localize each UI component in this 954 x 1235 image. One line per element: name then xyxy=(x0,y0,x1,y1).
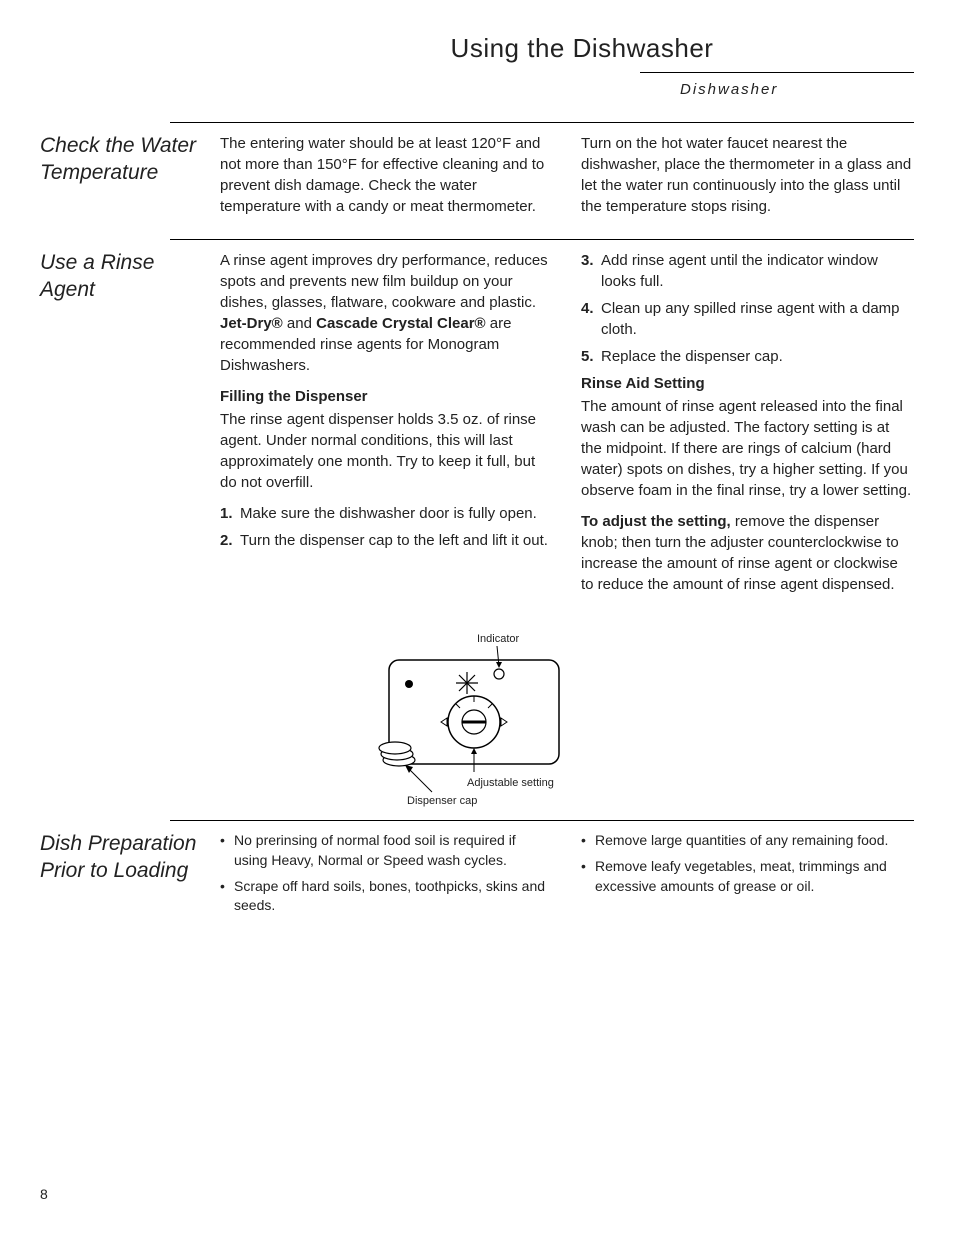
dispenser-diagram: Indicator Adjustable setting Dispenser c… xyxy=(40,632,914,812)
section-heading: Use a Rinse Agent xyxy=(40,250,220,605)
bold-text: To adjust the setting, xyxy=(581,513,731,530)
col-right: 3.Add rinse agent until the indicator wi… xyxy=(581,250,914,605)
section-water-temp: Check the Water Temperature The entering… xyxy=(40,133,914,239)
section-divider xyxy=(170,820,914,821)
list-item: 3.Add rinse agent until the indicator wi… xyxy=(581,250,914,292)
list-item: 1.Make sure the dishwasher door is fully… xyxy=(220,503,553,524)
section-heading: Check the Water Temperature xyxy=(40,133,220,227)
col-right: Remove large quantities of any remaining… xyxy=(581,831,914,921)
list-text: Make sure the dishwasher door is fully o… xyxy=(240,503,553,524)
list-item: Scrape off hard soils, bones, toothpicks… xyxy=(220,877,553,916)
subtitle: Dishwasher xyxy=(680,79,914,100)
list-text: Clean up any spilled rinse agent with a … xyxy=(601,298,914,340)
section-divider xyxy=(170,239,914,240)
list-text: Add rinse agent until the indicator wind… xyxy=(601,250,914,292)
list-text: Remove leafy vegetables, meat, trimmings… xyxy=(595,857,914,896)
page-number: 8 xyxy=(40,1185,48,1205)
col-left: No prerinsing of normal food soil is req… xyxy=(220,831,553,921)
diagram-label-cap: Dispenser cap xyxy=(407,794,477,809)
section-heading: Dish Preparation Prior to Loading xyxy=(40,831,220,921)
subheading: Rinse Aid Setting xyxy=(581,373,914,394)
bold-text: Cascade Crystal Clear® xyxy=(316,315,485,332)
text: and xyxy=(283,315,316,332)
section-rinse-agent: Use a Rinse Agent A rinse agent improves… xyxy=(40,250,914,617)
list-item: Remove large quantities of any remaining… xyxy=(581,831,914,851)
body-text: Turn on the hot water faucet nearest the… xyxy=(581,133,914,217)
col-left: The entering water should be at least 12… xyxy=(220,133,553,227)
bold-text: Jet-Dry® xyxy=(220,315,283,332)
list-text: Replace the dispenser cap. xyxy=(601,346,914,367)
text: A rinse agent improves dry performance, … xyxy=(220,252,548,311)
body-text: The rinse agent dispenser holds 3.5 oz. … xyxy=(220,409,553,493)
list-item: 4.Clean up any spilled rinse agent with … xyxy=(581,298,914,340)
diagram-label-adjust: Adjustable setting xyxy=(467,776,554,791)
list-text: Remove large quantities of any remaining… xyxy=(595,831,914,851)
list-text: Turn the dispenser cap to the left and l… xyxy=(240,530,553,551)
col-right: Turn on the hot water faucet nearest the… xyxy=(581,133,914,227)
section-divider xyxy=(170,122,914,123)
diagram-label-indicator: Indicator xyxy=(477,632,519,647)
body-text: The amount of rinse agent released into … xyxy=(581,396,914,501)
body-text: The entering water should be at least 12… xyxy=(220,133,553,217)
list-text: Scrape off hard soils, bones, toothpicks… xyxy=(234,877,553,916)
list-item: 5.Replace the dispenser cap. xyxy=(581,346,914,367)
section-dish-prep: Dish Preparation Prior to Loading No pre… xyxy=(40,831,914,933)
list-item: No prerinsing of normal food soil is req… xyxy=(220,831,553,870)
subheading: Filling the Dispenser xyxy=(220,386,553,407)
body-text: A rinse agent improves dry performance, … xyxy=(220,250,553,376)
title-rule xyxy=(640,72,914,73)
list-item: Remove leafy vegetables, meat, trimmings… xyxy=(581,857,914,896)
page-title: Using the Dishwasher xyxy=(250,30,914,66)
body-text: To adjust the setting, remove the dispen… xyxy=(581,511,914,595)
list-text: No prerinsing of normal food soil is req… xyxy=(234,831,553,870)
col-left: A rinse agent improves dry performance, … xyxy=(220,250,553,605)
list-item: 2.Turn the dispenser cap to the left and… xyxy=(220,530,553,551)
